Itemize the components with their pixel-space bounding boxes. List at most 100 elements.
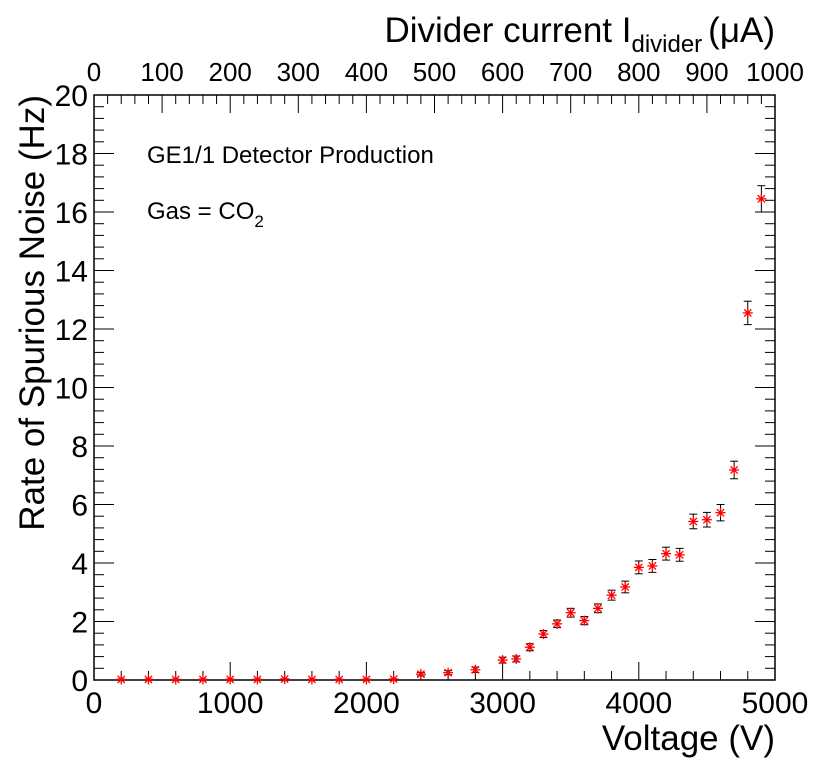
data-point xyxy=(334,674,345,685)
marker-stroke xyxy=(307,675,316,684)
data-point xyxy=(647,558,658,573)
marker-stroke xyxy=(607,591,616,600)
axis-ticks xyxy=(93,94,776,681)
marker-stroke xyxy=(689,517,698,526)
data-point xyxy=(756,185,767,213)
marker-stroke xyxy=(743,308,752,317)
top-axis-label: Divider current Idivider (μA) xyxy=(384,11,775,58)
y-axis-label: Rate of Spurious Noise (Hz) xyxy=(13,95,52,531)
annotation-title: GE1/1 Detector Production xyxy=(147,142,434,169)
top-tick-label: 600 xyxy=(481,57,524,87)
y-tick-label: 8 xyxy=(71,431,88,464)
x-tick-label: 0 xyxy=(86,687,103,720)
data-point xyxy=(511,653,522,664)
marker-stroke xyxy=(335,675,344,684)
marker-stroke xyxy=(675,550,684,559)
data-points xyxy=(116,185,767,685)
top-axis-label-main: Divider current I xyxy=(384,11,631,50)
marker-stroke xyxy=(171,675,180,684)
top-tick-label: 800 xyxy=(617,57,660,87)
x-tick-label: 3000 xyxy=(469,687,536,720)
data-point xyxy=(143,674,154,685)
y-tick-label: 16 xyxy=(55,197,88,230)
y-tick-label: 12 xyxy=(55,314,88,347)
data-point xyxy=(565,607,576,618)
data-point xyxy=(361,674,372,685)
marker-stroke xyxy=(362,675,371,684)
data-point xyxy=(688,513,699,530)
data-point xyxy=(715,504,726,522)
data-point xyxy=(729,460,740,480)
marker-stroke xyxy=(198,675,208,684)
data-point xyxy=(606,589,617,601)
top-tick-label: 100 xyxy=(140,57,183,87)
top-axis-label-unit: (μA) xyxy=(708,11,775,50)
marker-stroke xyxy=(716,508,725,517)
marker-stroke xyxy=(661,549,671,558)
data-point xyxy=(388,674,399,685)
marker-stroke xyxy=(253,675,262,684)
top-tick-label: 500 xyxy=(413,57,456,87)
x-tick-label: 4000 xyxy=(605,687,672,720)
annotation-gas-subscript: 2 xyxy=(254,212,263,231)
top-tick-label: 400 xyxy=(345,57,388,87)
marker-stroke xyxy=(525,643,534,652)
data-point xyxy=(415,669,426,680)
y-tick-label: 14 xyxy=(55,256,88,289)
top-tick-label: 700 xyxy=(549,57,592,87)
marker-stroke xyxy=(280,675,289,684)
x-tick-label: 2000 xyxy=(333,687,400,720)
data-point xyxy=(470,664,481,675)
marker-stroke xyxy=(702,515,711,524)
marker-stroke xyxy=(553,619,562,628)
top-tick-label: 0 xyxy=(87,57,101,87)
top-axis-label-subscript: divider xyxy=(631,31,702,58)
marker-stroke xyxy=(389,675,398,684)
y-tick-label: 6 xyxy=(71,490,88,523)
data-point xyxy=(225,674,236,685)
y-tick-label: 20 xyxy=(55,80,88,113)
data-point xyxy=(674,547,685,562)
marker-stroke xyxy=(539,630,548,639)
marker-stroke xyxy=(580,616,589,625)
data-point xyxy=(497,655,508,666)
top-tick-label: 200 xyxy=(209,57,252,87)
marker-stroke xyxy=(512,654,521,663)
y-tick-label: 18 xyxy=(55,139,88,172)
marker-stroke xyxy=(117,675,126,684)
plot-frame xyxy=(93,94,776,681)
data-point xyxy=(552,618,563,629)
marker-stroke xyxy=(730,465,739,475)
y-tick-label: 4 xyxy=(71,548,88,581)
data-point xyxy=(252,674,263,685)
data-point xyxy=(701,511,712,528)
annotation-gas: Gas = CO2 xyxy=(147,198,264,231)
data-point xyxy=(579,615,590,626)
marker-stroke xyxy=(648,561,657,570)
marker-stroke xyxy=(471,665,480,674)
data-point xyxy=(661,546,672,561)
data-point xyxy=(170,674,181,685)
marker-stroke xyxy=(757,194,766,203)
marker-stroke xyxy=(566,608,575,617)
marker-stroke xyxy=(634,563,643,572)
marker-stroke xyxy=(621,582,630,592)
marker-stroke xyxy=(226,675,235,684)
data-point xyxy=(742,300,753,326)
data-point xyxy=(306,674,317,685)
data-point xyxy=(633,560,644,575)
y-tick-label: 10 xyxy=(55,373,88,406)
marker-stroke xyxy=(144,675,153,684)
annotation-gas-text: Gas = CO xyxy=(147,198,254,225)
y-tick-label: 2 xyxy=(71,607,88,640)
marker-stroke xyxy=(444,668,453,677)
top-tick-label: 1000 xyxy=(746,57,804,87)
marker-stroke xyxy=(498,656,507,665)
data-point xyxy=(116,674,127,685)
top-tick-label: 300 xyxy=(277,57,320,87)
top-tick-label: 900 xyxy=(685,57,728,87)
data-point xyxy=(592,603,603,614)
x-tick-label: 1000 xyxy=(197,687,264,720)
data-point xyxy=(620,580,631,594)
